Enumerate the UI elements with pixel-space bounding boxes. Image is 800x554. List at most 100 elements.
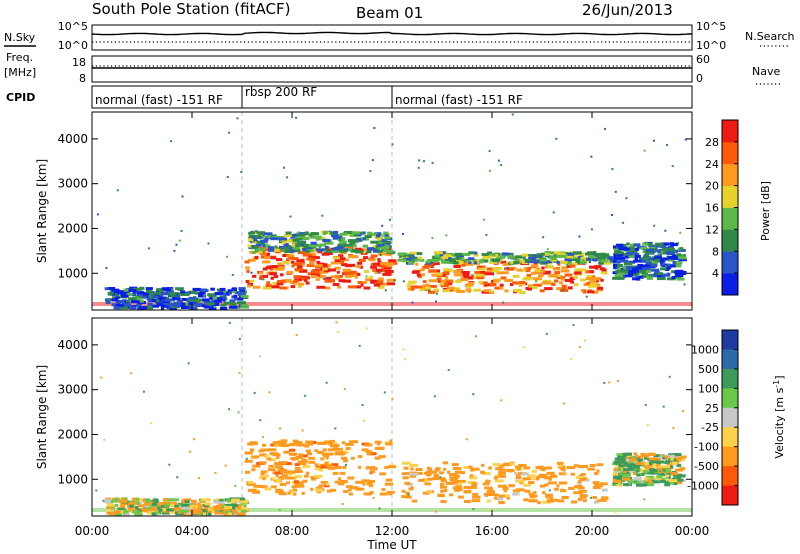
velocity-cell <box>449 476 455 480</box>
velocity-cell <box>374 446 382 450</box>
velocity-cell <box>572 324 575 327</box>
power-cell <box>130 300 139 304</box>
velocity-cell <box>282 440 287 444</box>
power-cell <box>512 281 519 285</box>
power-cell <box>254 255 259 259</box>
power-cell <box>252 250 257 254</box>
power-cell <box>525 287 529 290</box>
velocity-cell <box>560 489 567 493</box>
velocity-cell <box>240 509 247 513</box>
power-cell <box>298 250 307 254</box>
power-cell <box>453 265 461 268</box>
power-cell <box>617 256 626 260</box>
velocity-cell <box>556 461 564 465</box>
power-cell <box>674 270 680 274</box>
power-cell <box>253 285 261 289</box>
power-cell <box>586 282 590 286</box>
power-cell <box>675 261 683 265</box>
velocity-cell <box>326 489 333 493</box>
velocity-cell <box>123 512 125 515</box>
velocity-cell <box>531 469 537 473</box>
power-cell <box>302 237 310 240</box>
power-cell <box>339 240 347 244</box>
power-cell <box>289 251 294 255</box>
velocity-cell <box>599 498 607 502</box>
power-cell <box>208 302 215 306</box>
velocity-cell <box>391 397 394 400</box>
power-cell <box>306 248 314 252</box>
power-cell <box>627 248 633 252</box>
velocity-cell <box>504 462 509 466</box>
velocity-cell <box>506 496 510 500</box>
velocity-cell <box>422 491 430 495</box>
power-cell <box>609 257 614 261</box>
velocity-cell <box>570 472 576 476</box>
power-cell <box>123 288 129 292</box>
velocity-cell <box>95 489 98 492</box>
velocity-cell <box>424 471 432 475</box>
velocity-cell <box>314 449 319 453</box>
power-cell <box>147 299 152 303</box>
velocity-cell <box>505 494 510 498</box>
velocity-cell <box>175 507 184 511</box>
power-cell <box>269 247 273 251</box>
velocity-cell <box>287 491 292 495</box>
power-cell <box>199 290 206 294</box>
velocity-cell <box>186 511 192 515</box>
power-cell <box>232 290 236 294</box>
power-cell <box>377 249 383 253</box>
velocity-cell <box>579 495 587 499</box>
velocity-cell <box>668 454 676 458</box>
power-cell <box>615 270 623 274</box>
velocity-cell <box>566 466 576 469</box>
velocity-cell <box>629 463 639 467</box>
velocity-cell <box>670 459 680 462</box>
velocity-cell <box>677 455 687 459</box>
power-cell <box>349 242 356 246</box>
power-cell <box>201 304 208 308</box>
nsearch-label: N.Search <box>745 30 795 43</box>
velocity-cell <box>128 502 137 506</box>
velocity-cell <box>523 483 531 487</box>
power-cell <box>339 233 344 236</box>
velocity-cell <box>668 375 671 378</box>
power-cell <box>683 283 686 286</box>
velocity-cell <box>233 512 237 516</box>
velocity-cell <box>132 497 136 501</box>
velocity-cell <box>267 468 276 472</box>
power-cell <box>288 256 295 260</box>
velocity-cell <box>158 510 161 513</box>
power-cell <box>274 248 280 252</box>
power-cell <box>266 235 273 239</box>
power-cell <box>277 266 286 270</box>
velocity-cell <box>679 467 686 471</box>
power-cell <box>494 286 504 290</box>
power-cell <box>111 298 119 302</box>
velocity-cell <box>274 444 279 448</box>
velocity-cell <box>368 484 374 488</box>
velocity-cell <box>363 492 372 496</box>
velocity-cell <box>259 355 261 358</box>
power-cell <box>325 231 332 235</box>
power-cell <box>217 288 220 292</box>
power-cell <box>661 242 670 246</box>
velocity-cell <box>316 486 322 490</box>
velocity-cell <box>193 438 196 441</box>
power-cell <box>320 243 327 247</box>
velocity-cell <box>515 465 522 469</box>
velocity-colorbar-tick: 100 <box>698 382 719 395</box>
velocity-cell <box>324 440 332 444</box>
power-cell <box>286 176 289 179</box>
velocity-cell <box>650 459 659 463</box>
velocity-cell <box>281 444 289 448</box>
power-cell <box>315 265 321 269</box>
velocity-cell <box>321 465 328 469</box>
velocity-cell <box>542 500 551 504</box>
beam-label: Beam 01 <box>356 4 423 22</box>
velocity-cell <box>143 503 148 507</box>
power-cell <box>593 251 597 254</box>
power-cell <box>626 246 635 250</box>
velocity-cell <box>355 480 365 484</box>
power-cell <box>564 279 573 282</box>
power-cell <box>654 258 660 262</box>
